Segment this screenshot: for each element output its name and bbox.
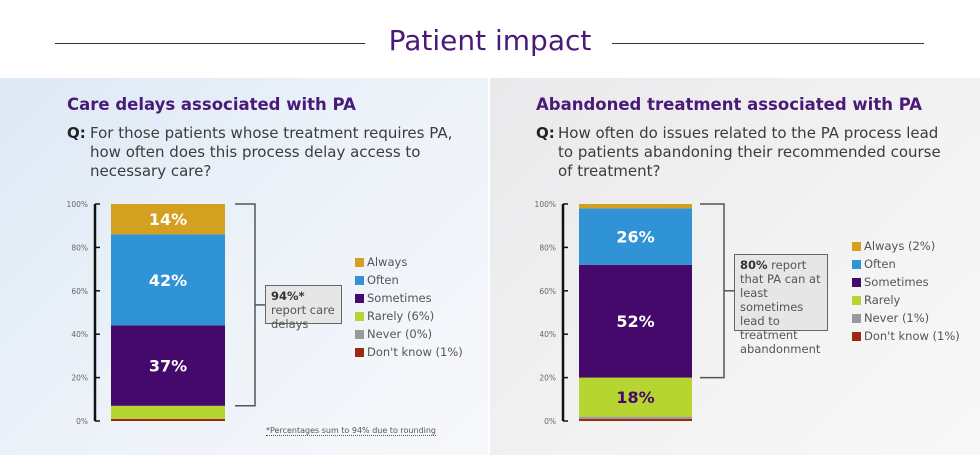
legend-item: Don't know (1%) (355, 343, 463, 361)
bar-segment-always (579, 204, 692, 209)
y-tick-label: 80% (539, 243, 556, 252)
legend-item: Never (1%) (852, 309, 960, 327)
legend-item: Often (852, 255, 960, 273)
legend-swatch (355, 329, 364, 339)
legend-label: Never (0%) (367, 327, 433, 341)
chart-title-care-delays: Care delays associated with PA (67, 95, 356, 114)
legend-item: Rarely (852, 291, 960, 309)
legend-item: Rarely (6%) (355, 307, 463, 325)
legend-label: Always (367, 255, 408, 269)
bar-label: 52% (616, 312, 654, 331)
question-abandoned-treatment: How often do issues related to the PA pr… (558, 124, 941, 180)
legend-label: Rarely (6%) (367, 309, 435, 323)
y-tick-label: 100% (535, 200, 556, 209)
question-prefix: Q: (536, 124, 555, 142)
legend-swatch (355, 311, 364, 321)
title-rule-left (55, 43, 365, 44)
care-delays-panel (0, 78, 488, 455)
footnote: *Percentages sum to 94% due to rounding (266, 426, 436, 436)
legend-swatch (852, 331, 861, 341)
y-tick-label: 60% (71, 287, 88, 296)
legend-label: Don't know (1%) (864, 329, 960, 343)
bar-segment-dontknow (579, 418, 692, 421)
y-tick-label: 40% (71, 330, 88, 339)
legend-item: Often (355, 271, 463, 289)
bar-segment-rarely (111, 405, 225, 419)
legend-label: Often (864, 257, 896, 271)
legend-label: Often (367, 273, 399, 287)
legend-care-delays: Always Often Sometimes Rarely (6%) Never (0%… (355, 253, 463, 361)
legend-swatch (355, 275, 364, 285)
legend-swatch (355, 347, 364, 357)
bracket (235, 203, 256, 407)
bar-label: 42% (149, 271, 187, 290)
legend-label: Don't know (1%) (367, 345, 463, 359)
legend-item: Always (2%) (852, 237, 960, 255)
legend-label: Sometimes (367, 291, 432, 305)
legend-item: Sometimes (852, 273, 960, 291)
y-tick-label: 0% (76, 417, 88, 426)
question-prefix: Q: (67, 124, 86, 142)
bracket (700, 203, 725, 379)
legend-swatch (852, 241, 861, 251)
bar-segment-often (111, 234, 225, 326)
page-title: Patient impact (388, 24, 592, 57)
bar-label: 37% (149, 357, 187, 376)
legend-item: Sometimes (355, 289, 463, 307)
legend-swatch (355, 293, 364, 303)
bar-label: 18% (616, 388, 654, 407)
legend-label: Rarely (864, 293, 901, 307)
annotation-box-abandonment: 80% report that PA can at least sometime… (734, 254, 828, 356)
legend-swatch (852, 259, 861, 269)
y-tick-label: 20% (539, 374, 556, 383)
bar-segment-sometimes (111, 325, 225, 406)
legend-abandonment: Always (2%) Often Sometimes Rarely Never (1%… (852, 237, 960, 345)
legend-swatch (852, 313, 861, 323)
legend-swatch (852, 295, 861, 305)
bar-label: 14% (149, 210, 187, 229)
bar-segment-rarely (579, 377, 692, 417)
title-rule-right (612, 43, 924, 44)
legend-swatch (355, 257, 364, 267)
bar-segment-often (579, 208, 692, 265)
y-tick-label: 0% (544, 417, 556, 426)
bar-segment-always (111, 204, 225, 235)
bar-segment-dontknow (111, 418, 225, 421)
bar-segment-sometimes (579, 264, 692, 378)
legend-item: Never (0%) (355, 325, 463, 343)
bar-label: 26% (616, 228, 654, 247)
y-tick-label: 40% (539, 330, 556, 339)
chart-title-abandoned-treatment: Abandoned treatment associated with PA (536, 95, 923, 114)
legend-swatch (852, 277, 861, 287)
y-tick-label: 60% (539, 287, 556, 296)
legend-item: Always (355, 253, 463, 271)
legend-label: Never (1%) (864, 311, 930, 325)
y-tick-label: 80% (71, 243, 88, 252)
y-tick-label: 20% (71, 374, 88, 383)
legend-item: Don't know (1%) (852, 327, 960, 345)
question-care-delays: For those patients whose treatment requi… (90, 124, 453, 180)
legend-label: Sometimes (864, 275, 929, 289)
annotation-box-care-delays: 94%* report care delays (265, 285, 342, 331)
y-tick-label: 100% (67, 200, 88, 209)
bar-segment-never (579, 416, 692, 419)
legend-label: Always (2%) (864, 239, 936, 253)
